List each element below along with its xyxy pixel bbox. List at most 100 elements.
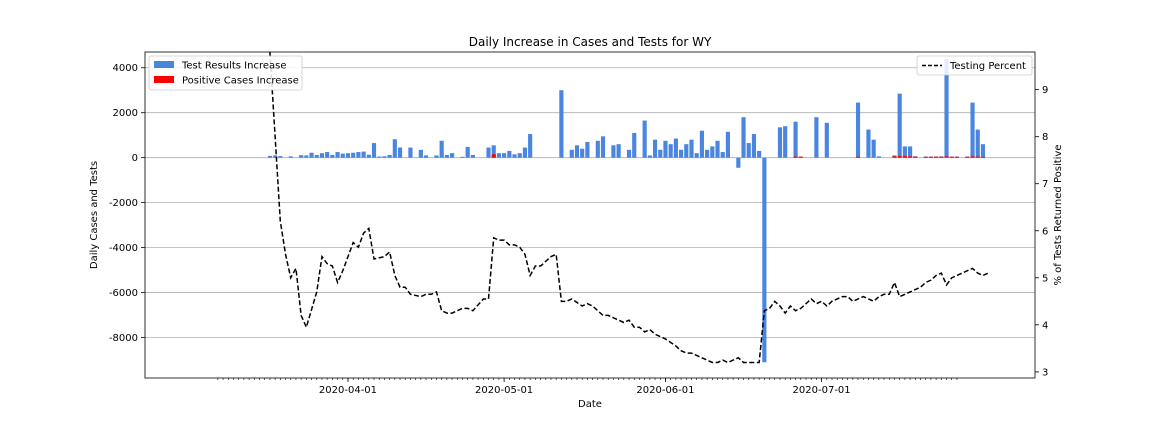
positive-cases-bar — [491, 154, 496, 158]
positive-cases-bar — [980, 156, 986, 158]
y-tick-label-right: 7 — [1042, 179, 1048, 190]
test-results-bar — [288, 156, 293, 158]
legend-left: Test Results Increase Positive Cases Inc… — [148, 55, 303, 91]
test-results-bar — [689, 139, 694, 158]
positive-cases-bar — [908, 156, 913, 158]
test-results-bar — [626, 149, 632, 158]
test-results-bar — [314, 154, 319, 158]
test-results-bar — [418, 149, 423, 158]
positive-cases-bar — [798, 156, 803, 158]
test-results-bar — [668, 144, 673, 158]
y-axis-right: 3 4 5 6 7 8 9 — [1035, 85, 1048, 378]
x-axis: 2020-04-01 2020-05-01 2020-06-01 2020-07-01 — [217, 378, 958, 396]
y-tick-label-left: -8000 — [109, 333, 138, 344]
test-results-bar — [897, 93, 902, 158]
test-results-bar — [408, 147, 413, 158]
y-axis-label-right: % of Tests Returned Positive — [1053, 145, 1064, 286]
positive-cases-bar — [892, 156, 897, 158]
test-results-bar — [585, 141, 590, 158]
test-results-bar — [330, 154, 335, 158]
test-results-bar — [574, 145, 580, 158]
test-results-bar — [325, 152, 330, 158]
test-results-bar — [725, 131, 731, 158]
test-results-bar — [502, 153, 507, 158]
test-results-bar — [746, 143, 751, 158]
legend-left-frame — [148, 55, 303, 91]
test-results-bar — [449, 153, 455, 158]
testing-percent-line — [269, 52, 989, 364]
test-results-bar — [684, 144, 689, 158]
test-results-bar — [970, 102, 975, 158]
test-results-bar — [777, 127, 783, 158]
test-results-bar — [705, 149, 710, 158]
y-tick-label-left: -6000 — [109, 288, 138, 299]
test-results-bar — [528, 134, 533, 158]
y-tick-label-right: 6 — [1042, 226, 1048, 237]
positive-cases-bar — [975, 156, 980, 158]
y-axis-label-left: Daily Cases and Tests — [89, 161, 100, 269]
test-results-bar — [397, 147, 403, 158]
test-results-bar — [496, 153, 501, 158]
test-results-bar — [580, 148, 585, 158]
y-axis-left: 4000 2000 0 -2000 -4000 -6000 -8000 — [109, 63, 145, 344]
test-results-bar — [673, 138, 678, 158]
test-results-bar — [439, 140, 444, 158]
test-results-bar — [715, 140, 720, 158]
test-results-bar — [465, 146, 470, 158]
grid-lines — [145, 67, 1035, 338]
test-results-bar — [663, 140, 668, 158]
y-tick-label-left: 4000 — [113, 63, 138, 74]
test-results-bar — [814, 117, 819, 158]
test-results-bar — [595, 140, 600, 158]
y-tick-label-left: -2000 — [109, 198, 138, 209]
x-tick-label: 2020-07-01 — [793, 385, 851, 396]
test-results-bar — [559, 90, 564, 158]
positive-cases-bar — [855, 156, 861, 158]
test-results-bar — [762, 157, 767, 363]
legend-label-tests: Test Results Increase — [181, 61, 286, 72]
test-results-bar — [600, 136, 606, 158]
positive-cases-bar — [897, 156, 902, 158]
test-results-bar — [460, 156, 465, 158]
test-results-bar — [611, 145, 616, 158]
test-results-bar — [470, 154, 475, 158]
positive-cases-bar — [970, 156, 975, 158]
y-tick-label-right: 5 — [1042, 273, 1048, 284]
test-results-bar — [824, 122, 829, 158]
test-results-bar — [793, 121, 798, 158]
test-results-bar — [366, 154, 371, 158]
y-tick-label-left: 2000 — [113, 108, 138, 119]
y-tick-label-left: 0 — [132, 153, 138, 164]
x-axis-label: Date — [578, 399, 602, 410]
legend-swatch-positive — [154, 76, 174, 83]
test-results-bar — [299, 155, 304, 158]
test-results-bar — [382, 156, 387, 158]
positive-cases-bar — [793, 156, 798, 158]
y-tick-label-right: 4 — [1042, 320, 1048, 331]
test-results-bar — [351, 152, 356, 158]
test-results-bar — [720, 152, 725, 158]
test-results-bar — [751, 134, 757, 158]
test-results-bar — [507, 150, 512, 158]
legend-swatch-tests — [154, 61, 174, 68]
test-results-bar — [423, 155, 429, 158]
test-results-bar — [340, 153, 345, 158]
test-results-bar — [647, 155, 652, 158]
positive-cases-bar — [913, 156, 918, 158]
test-results-bar — [319, 153, 325, 158]
test-results-bar — [486, 147, 491, 158]
x-tick-label: 2020-06-01 — [636, 385, 694, 396]
test-results-bar — [616, 144, 621, 158]
test-results-bar — [855, 102, 861, 158]
test-results-bar — [371, 143, 377, 158]
legend-right: Testing Percent — [916, 55, 1033, 76]
test-results-bar — [517, 153, 522, 158]
test-results-bar — [871, 139, 876, 158]
test-results-bar — [975, 129, 980, 158]
positive-cases-bar — [949, 156, 954, 158]
bars — [267, 58, 986, 363]
positive-cases-bar — [928, 156, 933, 158]
positive-cases-bar — [939, 156, 944, 158]
test-results-bar — [757, 150, 762, 158]
legend-label-percent: Testing Percent — [949, 61, 1026, 72]
